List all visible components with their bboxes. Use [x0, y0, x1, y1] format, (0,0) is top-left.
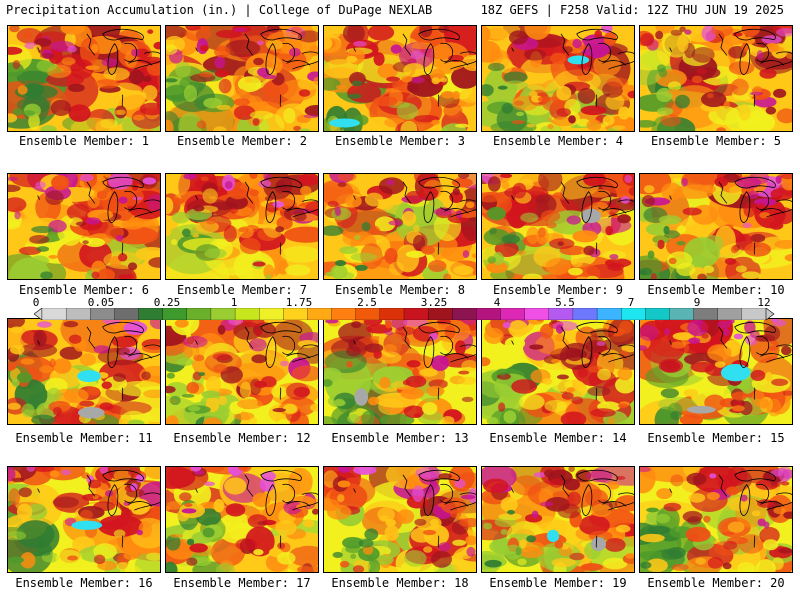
member-caption-11: Ensemble Member: 11: [15, 431, 153, 445]
colorbar-tick-label: 12: [757, 296, 771, 309]
member-map-12: [165, 318, 319, 425]
member-caption-9: Ensemble Member: 9: [492, 283, 624, 297]
member-caption-12: Ensemble Member: 12: [173, 431, 311, 445]
colorbar-cell: [234, 308, 260, 320]
member-caption-1: Ensemble Member: 1: [18, 134, 150, 148]
member-caption-10: Ensemble Member: 10: [647, 283, 785, 297]
member-map-8: [323, 173, 477, 280]
colorbar-tick-label: 0: [32, 296, 40, 309]
colorbar-cell: [379, 308, 405, 320]
colorbar-tick-label: 2.5: [357, 296, 377, 309]
member-caption-3: Ensemble Member: 3: [334, 134, 466, 148]
colorbar: [34, 308, 775, 320]
member-map-13: [323, 318, 477, 425]
member-caption-19: Ensemble Member: 19: [489, 576, 627, 590]
member-map-5: [639, 25, 793, 132]
colorbar-cell: [90, 308, 115, 320]
member-map-4: [481, 25, 635, 132]
colorbar-cell: [283, 308, 308, 320]
member-caption-2: Ensemble Member: 2: [176, 134, 308, 148]
colorbar-cell: [307, 308, 333, 320]
member-caption-17: Ensemble Member: 17: [173, 576, 311, 590]
member-map-14: [481, 318, 635, 425]
member-map-3: [323, 25, 477, 132]
colorbar-cell: [355, 308, 381, 320]
colorbar-cell: [741, 308, 767, 320]
colorbar-cell: [186, 308, 212, 320]
member-caption-6: Ensemble Member: 6: [18, 283, 150, 297]
member-map-9: [481, 173, 635, 280]
colorbar-cell: [476, 308, 501, 320]
member-map-11: [7, 318, 161, 425]
colorbar-tick-label: 0.05: [87, 296, 115, 309]
member-caption-4: Ensemble Member: 4: [492, 134, 624, 148]
colorbar-tick-label: 1.75: [285, 296, 313, 309]
colorbar-cell: [693, 308, 719, 320]
colorbar-cell: [403, 308, 429, 320]
colorbar-cell: [210, 308, 236, 320]
colorbar-cell: [596, 308, 622, 320]
colorbar-left-arrow: [34, 308, 43, 320]
title-left: Precipitation Accumulation (in.) | Colle…: [6, 3, 433, 17]
colorbar-cell: [427, 308, 453, 320]
member-map-15: [639, 318, 793, 425]
colorbar-cell: [621, 308, 646, 320]
member-map-18: [323, 466, 477, 573]
colorbar-tick-label: 1: [230, 296, 238, 309]
member-caption-13: Ensemble Member: 13: [331, 431, 469, 445]
colorbar-cell: [500, 308, 526, 320]
colorbar-tick-label: 5.5: [555, 296, 575, 309]
member-map-2: [165, 25, 319, 132]
member-map-16: [7, 466, 161, 573]
colorbar-tick-label: 4: [493, 296, 501, 309]
member-caption-20: Ensemble Member: 20: [647, 576, 785, 590]
colorbar-cell: [259, 308, 284, 320]
member-caption-15: Ensemble Member: 15: [647, 431, 785, 445]
colorbar-cell: [524, 308, 550, 320]
member-caption-7: Ensemble Member: 7: [176, 283, 308, 297]
colorbar-tick-label: 3.25: [420, 296, 448, 309]
member-caption-5: Ensemble Member: 5: [650, 134, 782, 148]
colorbar-cell: [138, 308, 164, 320]
member-map-17: [165, 466, 319, 573]
colorbar-cell: [114, 308, 139, 320]
colorbar-right-arrow: [765, 308, 775, 320]
title-right: 18Z GEFS | F258 Valid: 12Z THU JUN 19 20…: [480, 3, 784, 17]
colorbar-cell: [162, 308, 188, 320]
member-caption-8: Ensemble Member: 8: [334, 283, 466, 297]
member-map-10: [639, 173, 793, 280]
colorbar-tick-label: 0.25: [153, 296, 181, 309]
colorbar-tick-label: 7: [627, 296, 635, 309]
colorbar-cell: [548, 308, 574, 320]
member-caption-18: Ensemble Member: 18: [331, 576, 469, 590]
member-caption-14: Ensemble Member: 14: [489, 431, 627, 445]
colorbar-cell: [669, 308, 695, 320]
colorbar-tick-label: 9: [693, 296, 701, 309]
colorbar-cell: [65, 308, 91, 320]
member-map-19: [481, 466, 635, 573]
colorbar-cell: [645, 308, 670, 320]
member-map-6: [7, 173, 161, 280]
colorbar-cell: [331, 308, 357, 320]
colorbar-cell: [41, 308, 67, 320]
colorbar-cell: [452, 308, 477, 320]
colorbar-cell: [717, 308, 743, 320]
member-map-1: [7, 25, 161, 132]
colorbar-cell: [572, 308, 598, 320]
member-map-7: [165, 173, 319, 280]
member-map-20: [639, 466, 793, 573]
member-caption-16: Ensemble Member: 16: [15, 576, 153, 590]
